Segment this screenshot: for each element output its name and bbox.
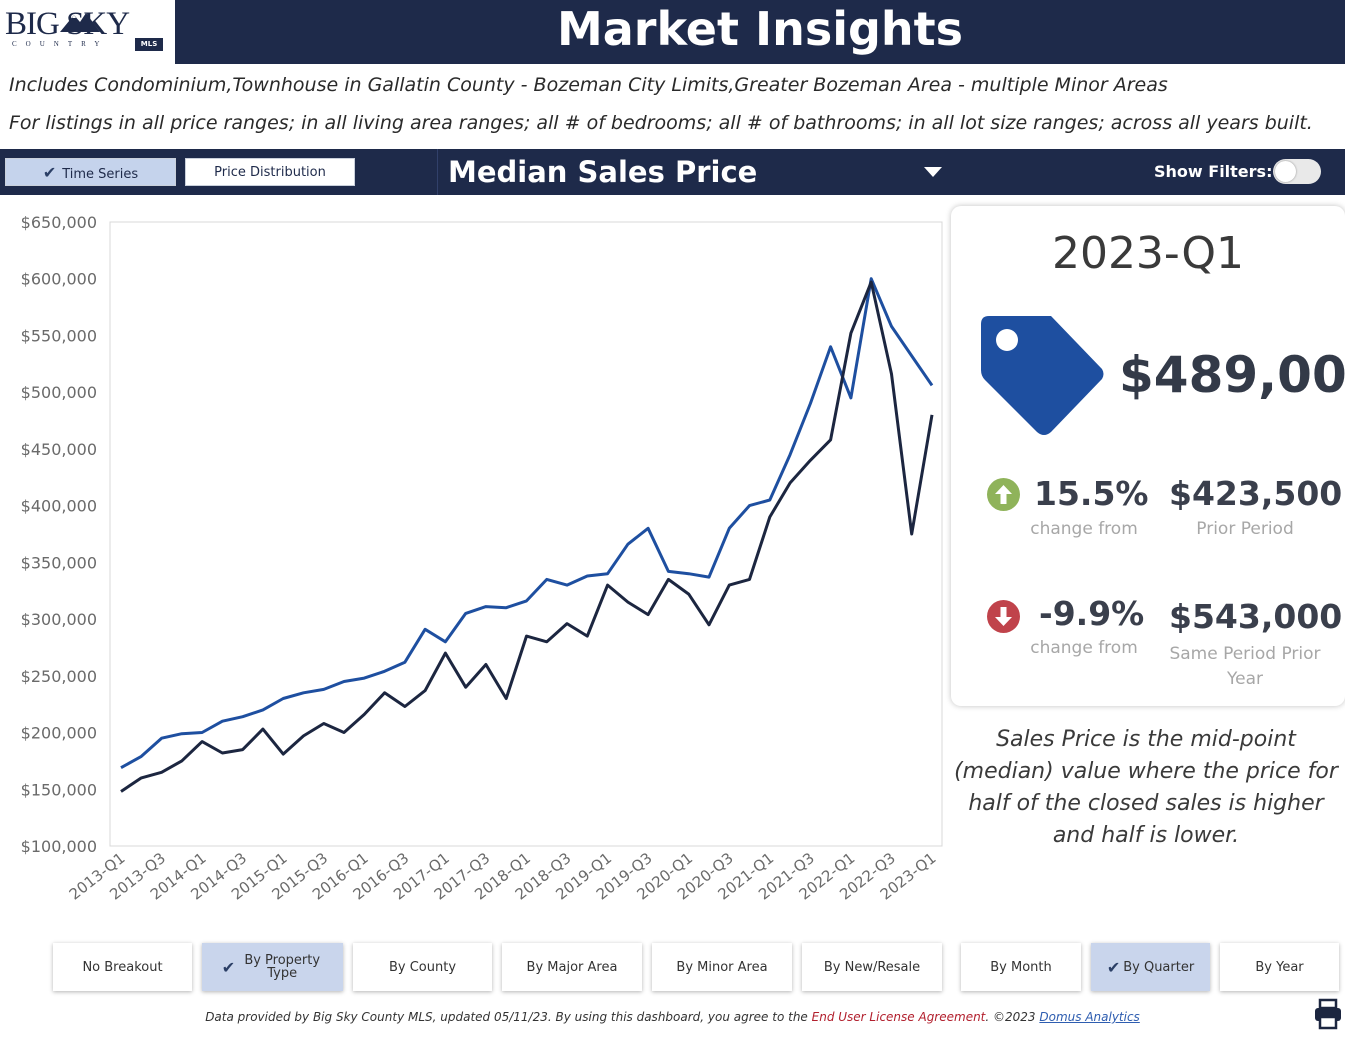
x-axis: 2013-Q12013-Q32014-Q12014-Q32015-Q12015-… xyxy=(66,849,940,904)
y-tick-label: $250,000 xyxy=(21,667,97,686)
y-tick-label: $400,000 xyxy=(21,497,97,516)
license-link[interactable]: End User License Agreement xyxy=(811,1010,986,1024)
prior-year-amount: $543,000 xyxy=(1169,597,1343,636)
y-tick-label: $450,000 xyxy=(21,440,97,459)
by-month-label: By Month xyxy=(990,959,1052,975)
by-minor-area-label: By Minor Area xyxy=(676,959,768,975)
by-new-resale-button[interactable]: By New/Resale xyxy=(802,943,942,991)
change-prior-period-label: change from xyxy=(1030,519,1138,539)
by-major-area-button[interactable]: By Major Area xyxy=(502,943,642,991)
prior-period-amount: $423,500 xyxy=(1169,474,1343,513)
change-prior-year-pct: -9.9% xyxy=(1039,594,1145,633)
y-tick-label: $300,000 xyxy=(21,610,97,629)
change-prior-period-pct: 15.5% xyxy=(1034,474,1149,513)
page-title: Market Insights xyxy=(556,2,964,56)
by-county-label: By County xyxy=(388,959,457,975)
filter-summary-line-2: For listings in all price ranges; in all… xyxy=(9,112,1313,134)
median-price-chart: $100,000 $150,000 $200,000 $250,000 $300,000… xyxy=(21,213,943,904)
no-breakout-button[interactable]: No Breakout xyxy=(53,943,192,991)
series-line-2[interactable] xyxy=(120,280,934,793)
by-major-area-label: By Major Area xyxy=(526,959,618,975)
y-axis: $100,000 $150,000 $200,000 $250,000 $300,000… xyxy=(21,213,97,856)
by-quarter-label: By Quarter xyxy=(1123,959,1195,975)
check-icon: ✔ xyxy=(1106,957,1121,977)
y-tick-label: $600,000 xyxy=(21,270,97,289)
logo-badge: MLS xyxy=(135,38,163,51)
logo: BIG SKY COUNTRY MLS xyxy=(0,0,175,64)
arrow-up-icon xyxy=(987,478,1020,511)
by-year-button[interactable]: By Year xyxy=(1220,943,1339,991)
by-property-type-label: By Property Type xyxy=(244,953,321,981)
kpi-value: $489,000 xyxy=(1119,346,1345,404)
by-quarter-button[interactable]: ✔ By Quarter xyxy=(1091,943,1210,991)
prior-year-label: Same Period Prior Year xyxy=(1169,644,1321,689)
show-filters-label: Show Filters: xyxy=(1154,162,1273,181)
y-tick-label: $200,000 xyxy=(21,724,97,743)
y-tick-label: $550,000 xyxy=(21,326,97,345)
toggle-knob xyxy=(1275,161,1296,182)
footer-text: Data provided by Big Sky County MLS, upd… xyxy=(205,1010,812,1024)
price-distribution-label: Price Distribution xyxy=(214,165,326,180)
prior-period-label: Prior Period xyxy=(1196,519,1294,539)
check-icon: ✔ xyxy=(221,957,236,977)
change-prior-year-label: change from xyxy=(1030,638,1138,658)
footer: Data provided by Big Sky County MLS, upd… xyxy=(0,1010,1345,1024)
y-tick-label: $100,000 xyxy=(21,837,97,856)
print-icon[interactable] xyxy=(1313,998,1343,1030)
by-county-button[interactable]: By County xyxy=(353,943,492,991)
header-bar: BIG SKY COUNTRY MLS Market Insights xyxy=(0,0,1345,64)
by-year-label: By Year xyxy=(1255,959,1304,975)
kpi-card: 2023-Q1 $489,000 15.5% change from $423,… xyxy=(951,206,1345,706)
y-tick-label: $350,000 xyxy=(21,553,97,572)
company-link[interactable]: Domus Analytics xyxy=(1039,1010,1140,1024)
no-breakout-label: No Breakout xyxy=(82,959,163,975)
metric-dropdown[interactable]: Median Sales Price xyxy=(437,149,954,195)
price-tag-icon xyxy=(981,316,1104,435)
by-new-resale-label: By New/Resale xyxy=(823,959,921,975)
time-series-button[interactable]: ✔ Time Series xyxy=(5,158,176,186)
logo-subtext: COUNTRY xyxy=(12,40,109,48)
footer-copyright: . ©2023 xyxy=(985,1010,1040,1024)
chevron-down-icon xyxy=(924,167,942,177)
explainer-text: Sales Price is the mid-point (median) va… xyxy=(954,727,1338,848)
series-lines xyxy=(120,277,934,793)
kpi-period: 2023-Q1 xyxy=(1051,228,1245,279)
mountain-icon xyxy=(60,13,100,32)
arrow-down-icon xyxy=(987,600,1020,633)
time-series-label: Time Series xyxy=(62,167,139,182)
by-property-type-button[interactable]: ✔ By Property Type xyxy=(202,943,343,991)
filter-summary-line-1: Includes Condominium,Townhouse in Gallat… xyxy=(9,74,1168,96)
show-filters-toggle[interactable] xyxy=(1273,159,1321,184)
by-minor-area-button[interactable]: By Minor Area xyxy=(652,943,792,991)
y-tick-label: $650,000 xyxy=(21,213,97,232)
y-tick-label: $150,000 xyxy=(21,780,97,799)
y-tick-label: $500,000 xyxy=(21,383,97,402)
by-month-button[interactable]: By Month xyxy=(961,943,1081,991)
metric-dropdown-value: Median Sales Price xyxy=(448,155,758,189)
price-distribution-button[interactable]: Price Distribution xyxy=(185,158,355,186)
check-icon: ✔ xyxy=(42,163,57,182)
series-line-1[interactable] xyxy=(120,277,934,770)
toolbar: ✔ Time Series Price Distribution Median S… xyxy=(0,149,1345,195)
